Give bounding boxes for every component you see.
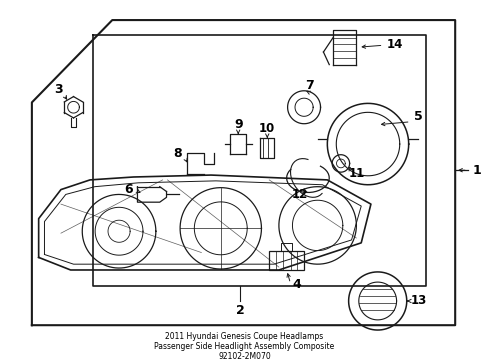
Text: 8: 8 bbox=[173, 147, 181, 160]
Text: 2011 Hyundai Genesis Coupe Headlamps: 2011 Hyundai Genesis Coupe Headlamps bbox=[165, 332, 323, 341]
Text: Passenger Side Headlight Assembly Composite: Passenger Side Headlight Assembly Compos… bbox=[154, 342, 334, 351]
Text: 2: 2 bbox=[235, 304, 244, 317]
Text: 5: 5 bbox=[413, 111, 422, 123]
Text: 9: 9 bbox=[233, 118, 242, 131]
Text: 6: 6 bbox=[124, 183, 133, 196]
Text: 3: 3 bbox=[54, 83, 62, 96]
Text: 12: 12 bbox=[291, 188, 308, 201]
Text: 4: 4 bbox=[291, 278, 300, 291]
Text: 7: 7 bbox=[305, 80, 314, 93]
Bar bbox=[269, 251, 304, 270]
Text: 11: 11 bbox=[347, 167, 364, 180]
Text: 10: 10 bbox=[259, 122, 275, 135]
Text: 1: 1 bbox=[471, 164, 480, 177]
Text: 92102-2M070: 92102-2M070 bbox=[218, 352, 270, 360]
Text: 14: 14 bbox=[386, 38, 403, 51]
Text: 13: 13 bbox=[409, 294, 426, 307]
